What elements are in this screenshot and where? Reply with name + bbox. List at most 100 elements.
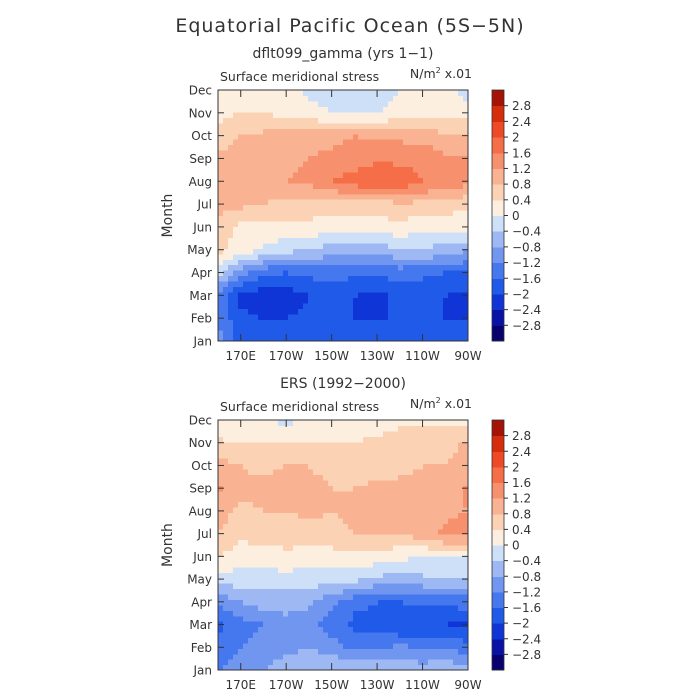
heatmap-cell xyxy=(388,237,394,244)
heatmap-cell xyxy=(373,237,379,244)
heatmap-cell xyxy=(258,436,264,443)
heatmap-cell xyxy=(448,523,454,530)
heatmap-cell xyxy=(343,593,349,600)
heatmap-cell xyxy=(278,122,284,129)
heatmap-cell xyxy=(288,177,294,184)
heatmap-cell xyxy=(418,144,424,151)
heatmap-cell xyxy=(443,324,449,331)
heatmap-cell xyxy=(418,220,424,228)
heatmap-cell xyxy=(383,441,389,448)
heatmap-cell xyxy=(438,447,444,454)
heatmap-cell xyxy=(293,653,299,660)
heatmap-cell xyxy=(353,430,359,437)
heatmap-cell xyxy=(233,615,239,622)
heatmap-cell xyxy=(398,220,404,228)
heatmap-cell xyxy=(443,286,449,293)
heatmap-cell xyxy=(243,653,249,660)
heatmap-cell xyxy=(283,425,289,432)
heatmap-cell xyxy=(303,561,309,568)
colorbar-label: 1.2 xyxy=(512,162,531,176)
heatmap-cell xyxy=(258,128,264,135)
heatmap-cell xyxy=(438,193,444,200)
heatmap-cell xyxy=(233,248,239,255)
heatmap-cell xyxy=(363,133,369,140)
heatmap-cell xyxy=(303,259,309,266)
colorbar-swatch xyxy=(492,121,504,138)
heatmap-cell xyxy=(233,242,239,249)
heatmap-cell xyxy=(393,468,399,475)
heatmap-cell xyxy=(293,631,299,638)
heatmap-cell xyxy=(268,474,274,481)
heatmap-cell xyxy=(313,270,319,277)
heatmap-cell xyxy=(223,286,229,293)
heatmap-cell xyxy=(253,534,259,541)
heatmap-cell xyxy=(353,313,359,320)
heatmap-cell xyxy=(353,286,359,293)
heatmap-cell xyxy=(358,490,364,497)
heatmap-cell xyxy=(218,286,224,293)
heatmap-cell xyxy=(458,463,464,470)
heatmap-cell xyxy=(403,599,409,606)
heatmap-cell xyxy=(453,599,459,606)
heatmap-cell xyxy=(428,436,434,443)
heatmap-cell xyxy=(403,253,409,260)
heatmap-cell xyxy=(458,319,464,326)
heatmap-cell xyxy=(393,588,399,595)
heatmap-cell xyxy=(308,566,314,573)
colorbar-swatch xyxy=(492,199,504,216)
heatmap-cell xyxy=(378,436,384,443)
heatmap-cell xyxy=(383,259,389,266)
heatmap-cell xyxy=(403,291,409,298)
heatmap-cell xyxy=(263,425,269,432)
heatmap-cell xyxy=(343,122,349,129)
heatmap-cell xyxy=(458,539,464,546)
heatmap-cell xyxy=(408,572,414,579)
heatmap-cell xyxy=(398,425,404,432)
heatmap-cell xyxy=(343,550,349,557)
heatmap-cell xyxy=(373,653,379,660)
heatmap-cell xyxy=(223,583,229,590)
heatmap-cell xyxy=(373,177,379,184)
heatmap-cell xyxy=(248,517,254,524)
heatmap-cell xyxy=(258,220,264,228)
heatmap-cell xyxy=(418,463,424,470)
heatmap-cell xyxy=(278,106,284,113)
heatmap-cell xyxy=(358,259,364,266)
heatmap-cell xyxy=(323,631,329,638)
heatmap-cell xyxy=(333,642,339,649)
heatmap-cell xyxy=(343,528,349,535)
heatmap-cell xyxy=(333,264,339,271)
heatmap-cell xyxy=(403,171,409,178)
heatmap-cell xyxy=(298,139,304,146)
heatmap-cell xyxy=(278,496,284,503)
heatmap-cell xyxy=(403,133,409,140)
heatmap-cell xyxy=(268,95,274,102)
heatmap-cell xyxy=(458,468,464,475)
y-tick-label: Sep xyxy=(189,152,212,166)
heatmap-cell xyxy=(228,275,234,282)
heatmap-cell xyxy=(353,588,359,595)
heatmap-cell xyxy=(363,593,369,600)
heatmap-cell xyxy=(408,512,414,519)
heatmap-cell xyxy=(378,139,384,146)
heatmap-cell xyxy=(398,291,404,298)
heatmap-cell xyxy=(343,490,349,497)
heatmap-cell xyxy=(248,621,254,628)
heatmap-cell xyxy=(268,313,274,320)
heatmap-cell xyxy=(378,621,384,628)
heatmap-cell xyxy=(368,335,374,342)
heatmap-cell xyxy=(248,615,254,622)
heatmap-cell xyxy=(318,242,324,249)
heatmap-cell xyxy=(273,610,279,617)
heatmap-cell xyxy=(328,534,334,541)
heatmap-cell xyxy=(398,653,404,660)
heatmap-cell xyxy=(248,253,254,260)
heatmap-cell xyxy=(223,610,229,617)
heatmap-cell xyxy=(328,302,334,309)
heatmap-cell xyxy=(333,166,339,173)
heatmap-cell xyxy=(353,177,359,184)
heatmap-cell xyxy=(363,631,369,638)
colorbar-swatch xyxy=(492,137,504,154)
heatmap-cell xyxy=(223,517,229,524)
heatmap-cell xyxy=(303,452,309,459)
